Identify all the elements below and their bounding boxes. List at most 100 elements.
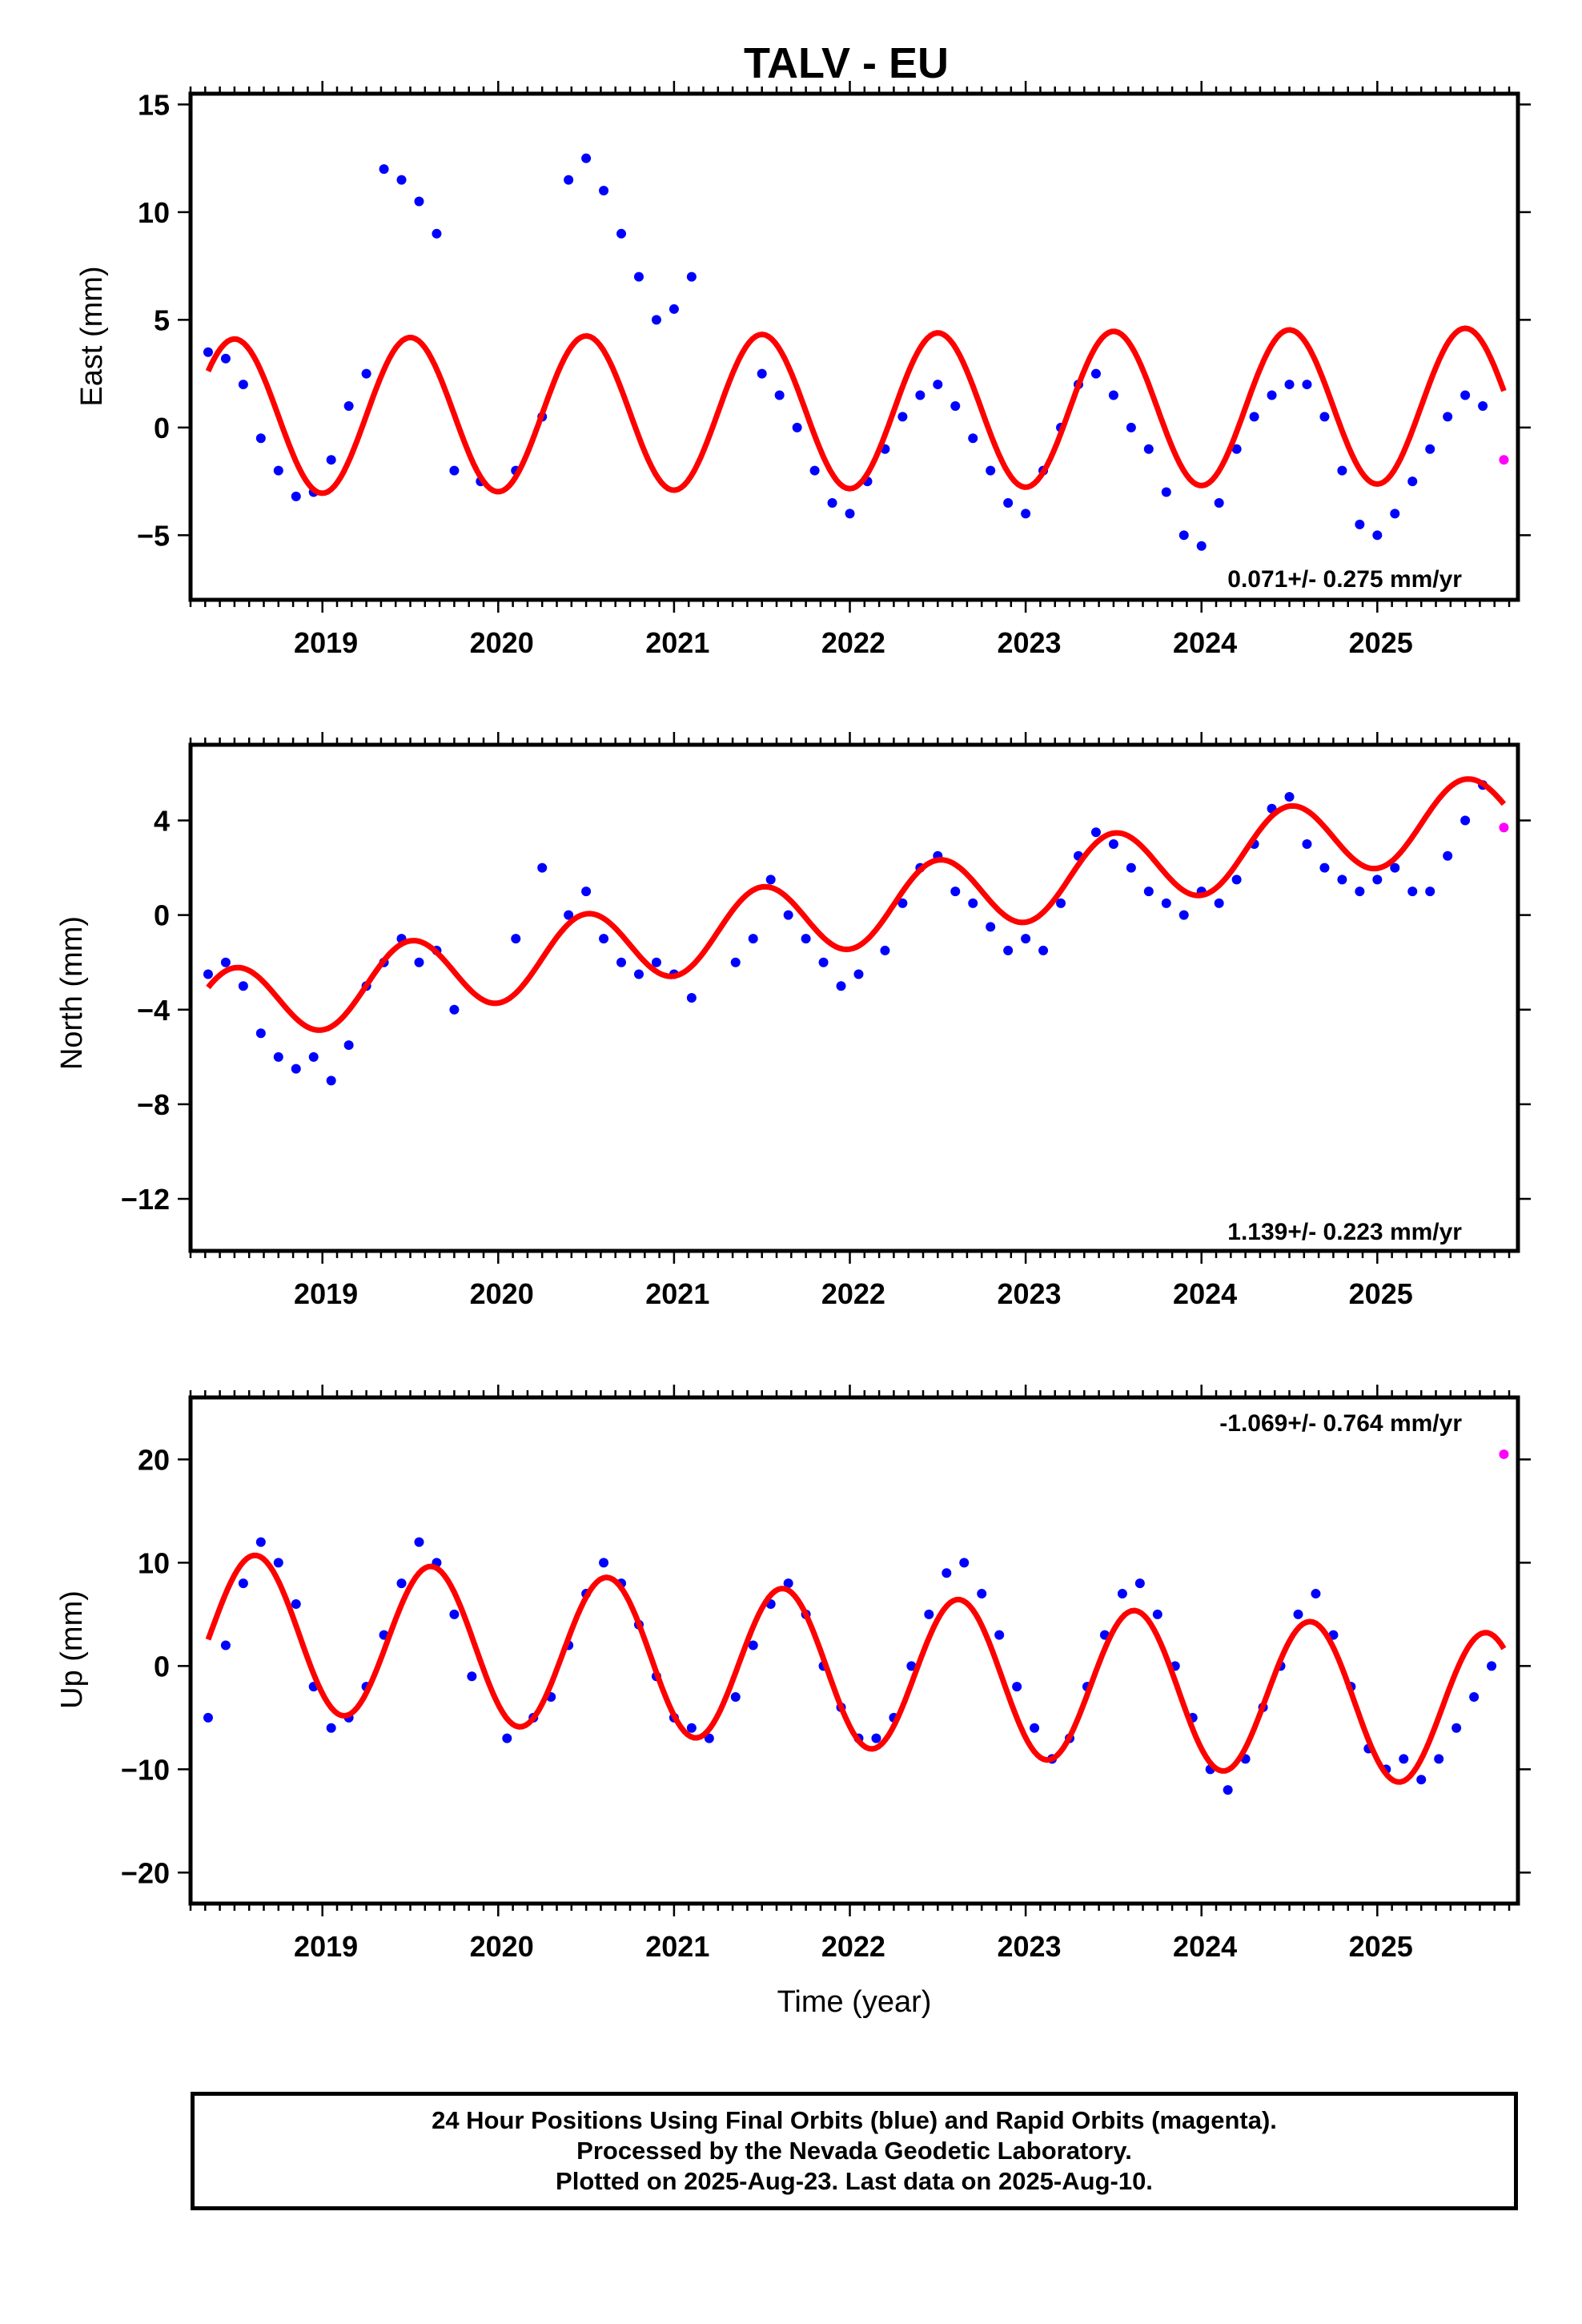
up-ytick-label: 20 <box>138 1443 170 1476</box>
north-final-point <box>818 957 829 967</box>
north-final-point <box>853 969 864 979</box>
north-final-point <box>730 957 741 967</box>
north-xtick-label: 2025 <box>1349 1277 1413 1310</box>
east-final-point <box>1108 390 1118 400</box>
up-final-point <box>1487 1661 1497 1671</box>
north-final-point <box>801 934 811 944</box>
north-final-point <box>1355 887 1365 897</box>
north-final-point <box>986 922 996 932</box>
north-final-point <box>220 957 231 967</box>
east-final-point <box>651 315 661 325</box>
east-xtick-label: 2020 <box>470 626 534 659</box>
north-final-point <box>273 1051 283 1062</box>
east-final-point <box>1390 509 1400 519</box>
up-rapid-points <box>1499 1449 1509 1459</box>
east-final-point <box>1478 400 1488 411</box>
east-final-point <box>255 433 266 444</box>
east-ylabel: East (mm) <box>75 266 109 406</box>
up-final-point <box>1152 1609 1162 1619</box>
east-final-point <box>616 228 627 239</box>
up-final-point <box>449 1609 460 1619</box>
up-ytick-label: 0 <box>154 1650 170 1683</box>
up-rapid-point <box>1499 1449 1509 1459</box>
north-final-point <box>897 898 908 908</box>
north-final-point <box>1108 839 1118 850</box>
panel-east: East (mm) 2019 2020 2021 2022 2023 2024 2025 −… <box>75 81 1531 659</box>
north-final-point <box>1319 862 1330 873</box>
east-model-curve <box>205 325 1507 497</box>
up-final-point <box>1452 1723 1462 1733</box>
up-final-point <box>942 1568 952 1578</box>
up-xtick-label: 2022 <box>821 1930 885 1963</box>
north-final-point <box>748 934 758 944</box>
north-final-point <box>1161 898 1171 908</box>
north-ytick-labels: −12 −8 −4 0 4 <box>121 805 170 1216</box>
east-final-point <box>1443 412 1453 422</box>
east-final-point <box>1126 422 1136 432</box>
up-final-point <box>1223 1785 1233 1795</box>
north-final-point <box>343 1040 354 1051</box>
north-xtick-label: 2019 <box>294 1277 358 1310</box>
north-xtick-label: 2021 <box>645 1277 709 1310</box>
east-final-point <box>343 400 354 411</box>
east-final-point <box>968 433 978 444</box>
east-final-point <box>1407 476 1418 487</box>
east-ytick-label: 0 <box>154 412 170 444</box>
north-final-point <box>1021 934 1031 944</box>
north-final-point <box>1284 791 1295 802</box>
north-final-point <box>1337 875 1347 885</box>
up-final-point <box>906 1661 917 1671</box>
north-rapid-point <box>1499 822 1509 833</box>
east-final-point <box>379 164 389 175</box>
east-final-point <box>792 422 802 432</box>
up-final-point <box>1030 1723 1040 1733</box>
east-final-point <box>1425 444 1435 454</box>
north-final-point <box>968 898 978 908</box>
east-final-point <box>1249 412 1259 422</box>
up-ytick-label: 10 <box>138 1546 170 1579</box>
footer-line-2: Processed by the Nevada Geodetic Laborat… <box>576 2137 1132 2165</box>
north-final-point <box>1178 910 1189 920</box>
up-final-point <box>924 1609 934 1619</box>
panel-north: North (mm) 2019 2020 2021 2022 2023 2024 2025 … <box>55 732 1531 1310</box>
east-final-point <box>915 390 926 400</box>
up-frame <box>188 1395 1520 1906</box>
north-final-point <box>880 945 890 955</box>
north-final-point <box>950 887 961 897</box>
east-final-point <box>203 347 213 357</box>
east-final-point <box>1021 509 1031 519</box>
up-final-point <box>255 1537 266 1547</box>
east-ytick-label: −5 <box>137 519 170 552</box>
up-final-point <box>748 1640 758 1651</box>
up-ylabel: Up (mm) <box>55 1590 89 1709</box>
east-final-point <box>581 153 592 163</box>
up-final-points <box>203 1537 1497 1795</box>
up-final-point <box>1434 1754 1444 1764</box>
east-final-point <box>757 368 767 379</box>
up-final-point <box>1293 1609 1303 1619</box>
up-rate-label: -1.069+/- 0.764 mm/yr <box>1219 1410 1462 1437</box>
up-final-point <box>238 1578 248 1589</box>
north-final-point <box>616 957 627 967</box>
east-final-point <box>633 271 644 282</box>
up-final-point <box>783 1578 793 1589</box>
east-final-point <box>1090 368 1101 379</box>
east-final-point <box>1214 497 1224 508</box>
north-rapid-points <box>1499 822 1509 833</box>
east-final-point <box>291 491 301 501</box>
up-final-point <box>704 1733 714 1743</box>
up-final-point <box>273 1558 283 1568</box>
up-final-point <box>730 1692 741 1703</box>
up-final-point <box>686 1723 697 1733</box>
east-final-point <box>809 465 820 476</box>
north-final-point <box>238 981 248 991</box>
east-xtick-label: 2019 <box>294 626 358 659</box>
east-ytick-label: 5 <box>154 304 170 336</box>
east-final-point <box>1355 519 1365 529</box>
north-final-point <box>564 910 574 920</box>
up-xtick-labels: 2019 2020 2021 2022 2023 2024 2025 <box>294 1930 1413 1963</box>
up-final-point <box>1311 1589 1321 1599</box>
up-ytick-label: −20 <box>121 1856 170 1889</box>
up-final-point <box>1012 1682 1022 1692</box>
up-xtick-label: 2019 <box>294 1930 358 1963</box>
